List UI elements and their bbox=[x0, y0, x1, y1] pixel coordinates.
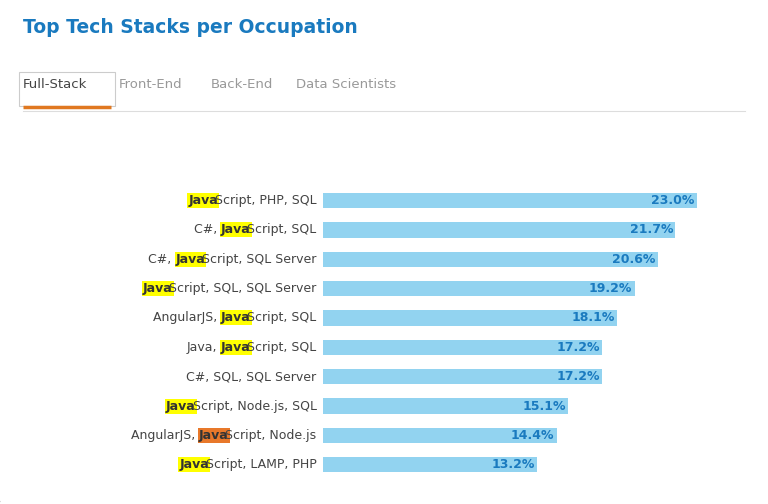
Bar bbox=[323, 310, 617, 326]
Bar bbox=[323, 251, 657, 267]
Text: 18.1%: 18.1% bbox=[571, 311, 614, 325]
Text: Script, SQL Server: Script, SQL Server bbox=[202, 253, 316, 266]
Bar bbox=[323, 398, 568, 414]
Bar bbox=[323, 428, 557, 443]
Text: 17.2%: 17.2% bbox=[556, 341, 600, 354]
Text: Script, Node.js, SQL: Script, Node.js, SQL bbox=[193, 400, 316, 413]
Text: C#,: C#, bbox=[194, 223, 221, 236]
Bar bbox=[323, 193, 697, 208]
Text: Top Tech Stacks per Occupation: Top Tech Stacks per Occupation bbox=[23, 18, 358, 37]
Text: 17.2%: 17.2% bbox=[556, 370, 600, 383]
Text: Data Scientists: Data Scientists bbox=[296, 78, 396, 91]
Text: Java: Java bbox=[176, 253, 205, 266]
Text: Script, LAMP, PHP: Script, LAMP, PHP bbox=[206, 458, 316, 471]
Text: Script, SQL, SQL Server: Script, SQL, SQL Server bbox=[169, 282, 316, 295]
Text: AngularJS,: AngularJS, bbox=[131, 429, 199, 442]
Text: C#, SQL, SQL Server: C#, SQL, SQL Server bbox=[187, 370, 316, 383]
Text: Full-Stack: Full-Stack bbox=[23, 78, 88, 91]
Text: Java: Java bbox=[179, 458, 209, 471]
Text: 21.7%: 21.7% bbox=[630, 223, 673, 236]
Text: C#,: C#, bbox=[148, 253, 176, 266]
Text: Back-End: Back-End bbox=[211, 78, 273, 91]
Bar bbox=[323, 281, 635, 296]
Text: 15.1%: 15.1% bbox=[522, 400, 566, 413]
Text: Script, Node.js: Script, Node.js bbox=[226, 429, 316, 442]
Text: Script, SQL: Script, SQL bbox=[247, 341, 316, 354]
Text: 14.4%: 14.4% bbox=[511, 429, 554, 442]
Text: Java: Java bbox=[199, 429, 229, 442]
Bar bbox=[323, 369, 602, 385]
Text: 20.6%: 20.6% bbox=[612, 253, 655, 266]
Bar bbox=[323, 340, 602, 355]
Text: Java: Java bbox=[166, 400, 196, 413]
Text: Java: Java bbox=[143, 282, 173, 295]
Text: Java: Java bbox=[221, 223, 250, 236]
Bar bbox=[323, 222, 676, 237]
Text: Script, SQL: Script, SQL bbox=[247, 311, 316, 325]
Text: 23.0%: 23.0% bbox=[650, 194, 694, 207]
Text: Java: Java bbox=[221, 311, 250, 325]
Text: Java: Java bbox=[188, 194, 218, 207]
Text: 19.2%: 19.2% bbox=[589, 282, 632, 295]
Text: Java: Java bbox=[221, 341, 250, 354]
Text: Java,: Java, bbox=[187, 341, 221, 354]
Text: 13.2%: 13.2% bbox=[492, 458, 535, 471]
Text: Script, SQL: Script, SQL bbox=[247, 223, 316, 236]
Text: AngularJS,: AngularJS, bbox=[153, 311, 221, 325]
Bar bbox=[323, 457, 538, 472]
Text: Front-End: Front-End bbox=[119, 78, 183, 91]
Text: Script, PHP, SQL: Script, PHP, SQL bbox=[215, 194, 316, 207]
